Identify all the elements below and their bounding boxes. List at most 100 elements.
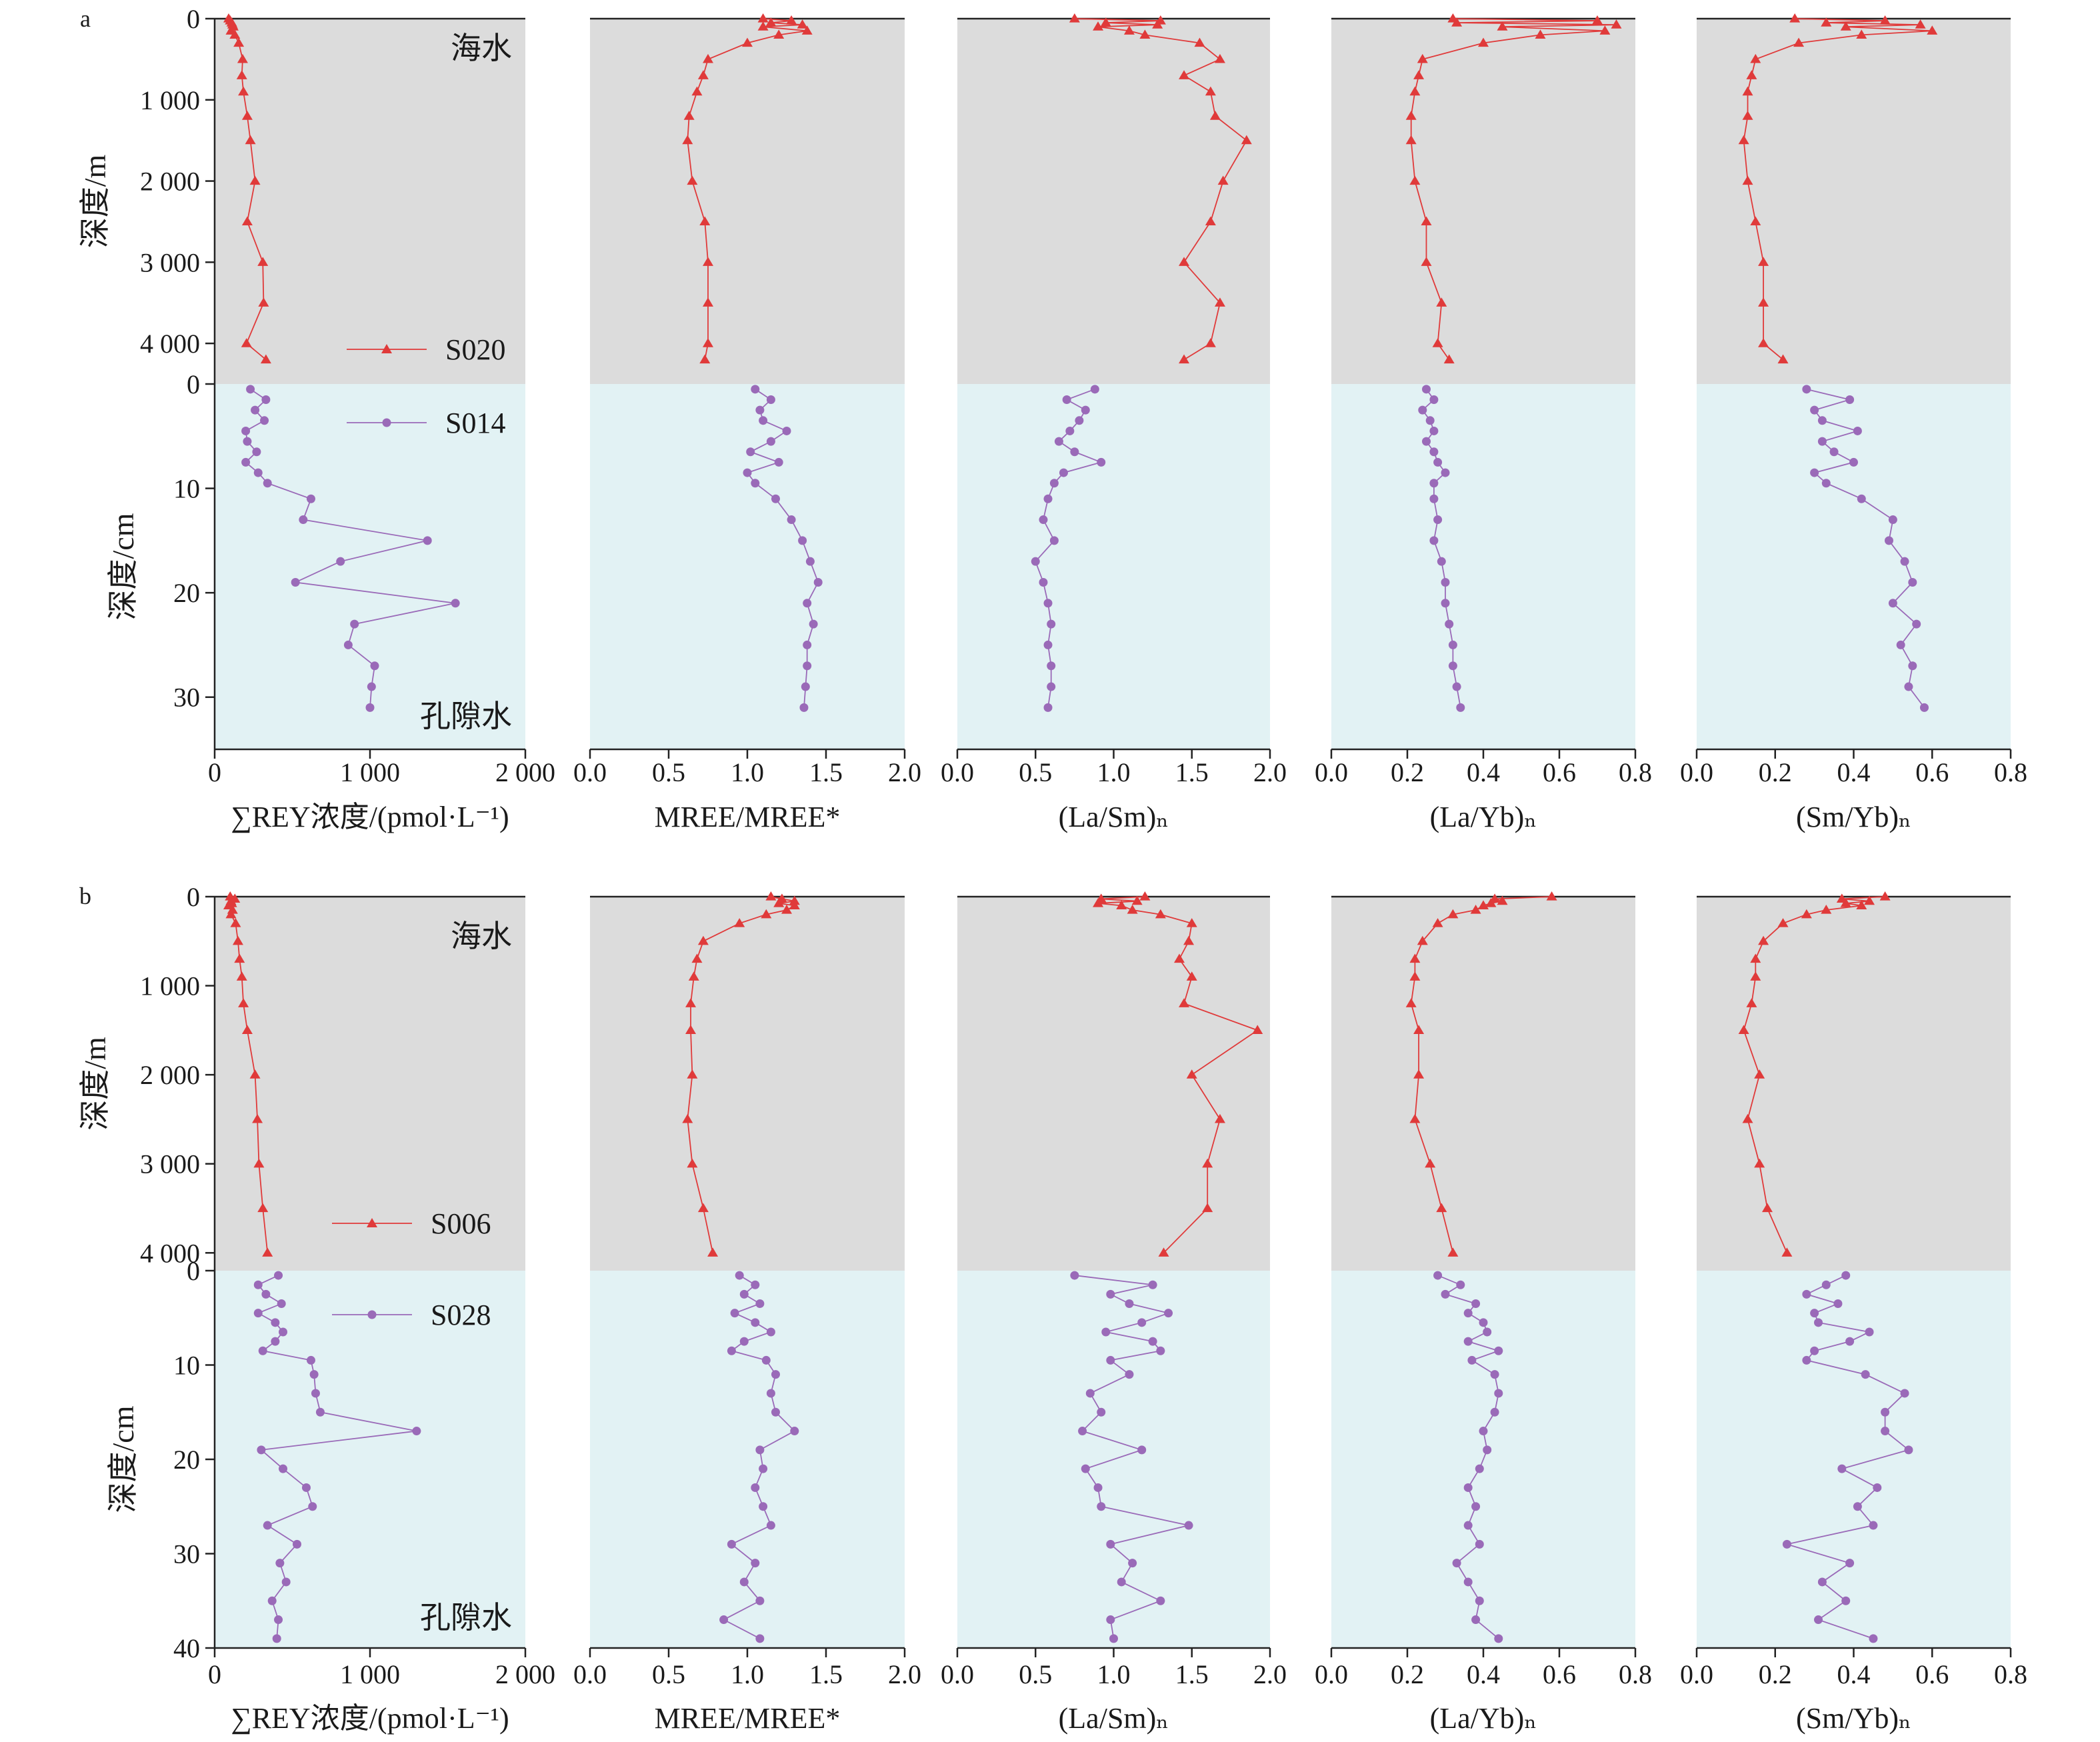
data-point-S028 <box>1128 1559 1137 1568</box>
data-point-S006 <box>230 918 241 927</box>
data-point-S006 <box>1546 891 1557 901</box>
data-point-S014 <box>1425 416 1435 425</box>
x-tick-label: 2.0 <box>888 757 921 787</box>
data-point-S006 <box>232 935 243 945</box>
seawater-background <box>590 897 905 1271</box>
x-axis-label: MREE/MREE* <box>655 1702 841 1735</box>
data-point-S014 <box>1070 447 1079 457</box>
data-point-S014 <box>1441 577 1450 587</box>
legend-marker-porewater <box>382 418 391 427</box>
data-point-S006 <box>1413 1069 1425 1079</box>
data-point-S028 <box>751 1559 760 1568</box>
data-point-S028 <box>281 1577 291 1587</box>
data-point-S014 <box>253 468 263 477</box>
data-point-S028 <box>739 1577 749 1587</box>
data-point-S014 <box>774 457 783 467</box>
data-point-S014 <box>1422 437 1431 446</box>
x-tick-label: 0.2 <box>1391 1659 1424 1689</box>
data-point-S020 <box>1405 111 1417 120</box>
x-tick-label: 0.8 <box>1619 1659 1652 1689</box>
data-point-S028 <box>1490 1407 1499 1417</box>
data-point-S028 <box>315 1407 325 1417</box>
subplot-a-4: 0.0 0.2 0.4 0.6 0.8 (La/Yb)ₙ <box>1315 13 1652 833</box>
data-point-S014 <box>809 619 818 629</box>
data-point-S020 <box>683 111 695 120</box>
data-point-S020 <box>1209 111 1221 120</box>
seawater-background <box>957 19 1270 384</box>
data-point-S028 <box>735 1271 744 1280</box>
seawater-background <box>590 19 905 384</box>
data-point-S006 <box>707 1247 719 1257</box>
subplot-b-2: 0.0 0.5 1.0 1.5 2.0 MREE/MREE* <box>573 891 921 1735</box>
x-tick-label: 2.0 <box>888 1659 921 1689</box>
data-point-S014 <box>1422 385 1431 394</box>
data-point-S014 <box>423 536 432 545</box>
data-point-S020 <box>1856 29 1867 39</box>
data-point-S006 <box>1436 1203 1447 1213</box>
data-point-S020 <box>1738 135 1749 145</box>
data-point-S028 <box>1494 1389 1503 1398</box>
data-point-S028 <box>1475 1596 1484 1605</box>
data-point-S006 <box>697 1203 709 1213</box>
data-point-S020 <box>249 175 261 185</box>
data-point-S028 <box>275 1559 285 1568</box>
data-point-S020 <box>1611 19 1622 29</box>
data-point-S020 <box>1409 86 1421 96</box>
data-point-S014 <box>1429 479 1439 488</box>
data-point-S014 <box>243 437 252 446</box>
data-point-S028 <box>1904 1445 1913 1455</box>
x-tick-label: 0.6 <box>1915 1659 1949 1689</box>
data-point-S028 <box>1475 1464 1484 1473</box>
data-point-S020 <box>236 70 247 79</box>
data-point-S020 <box>1093 21 1104 31</box>
data-point-S006 <box>1447 909 1459 919</box>
data-point-S020 <box>1069 13 1080 23</box>
data-point-S006 <box>1179 998 1190 1007</box>
data-point-S014 <box>803 661 812 671</box>
data-point-S028 <box>1093 1483 1103 1492</box>
data-point-S028 <box>1861 1370 1870 1379</box>
x-tick-label: 0.8 <box>1994 757 2027 787</box>
data-point-S028 <box>766 1327 775 1337</box>
seawater-background <box>215 897 525 1271</box>
data-point-S020 <box>229 29 241 39</box>
data-point-S020 <box>1417 53 1428 63</box>
data-point-S028 <box>1452 1559 1461 1568</box>
data-point-S014 <box>451 599 460 608</box>
data-point-S028 <box>272 1634 281 1643</box>
data-point-S006 <box>252 1113 263 1123</box>
data-point-S014 <box>1039 515 1048 525</box>
series-line-S006 <box>1743 896 1885 1253</box>
y-tick-label-porewater: 10 <box>173 474 200 504</box>
x-axis-label: (Sm/Yb)ₙ <box>1796 801 1911 833</box>
data-point-S020 <box>1742 86 1753 96</box>
data-point-S028 <box>755 1634 765 1643</box>
data-point-S006 <box>1754 1069 1765 1079</box>
seawater-background <box>1331 19 1635 384</box>
subplot-a-2: 0.0 0.5 1.0 1.5 2.0 MREE/MREE* <box>573 13 921 833</box>
data-point-S028 <box>751 1318 760 1327</box>
data-point-S020 <box>1840 21 1851 31</box>
data-point-S014 <box>1047 619 1056 629</box>
legend: S006 S028 <box>332 1207 491 1331</box>
data-point-S006 <box>1186 1069 1197 1079</box>
data-point-S028 <box>1148 1337 1157 1346</box>
data-point-S006 <box>1758 935 1769 945</box>
legend-label-porewater: S014 <box>445 407 505 439</box>
data-point-S014 <box>766 395 775 404</box>
data-point-S028 <box>1845 1337 1855 1346</box>
legend-marker-porewater <box>367 1310 377 1319</box>
data-point-S014 <box>1456 703 1465 712</box>
data-point-S006 <box>1478 900 1489 909</box>
data-point-S014 <box>1031 557 1040 566</box>
y-tick-label-seawater: 0 <box>187 882 200 912</box>
data-point-S014 <box>1047 682 1056 691</box>
data-point-S014 <box>1853 426 1862 435</box>
y-tick-label-seawater: 3 000 <box>140 1149 200 1179</box>
x-tick-label: 0.0 <box>1315 1659 1348 1689</box>
data-point-S028 <box>1164 1309 1173 1318</box>
data-point-S006 <box>1497 895 1508 905</box>
data-point-S014 <box>1429 395 1439 404</box>
data-point-S020 <box>1742 111 1753 120</box>
x-tick-label: 0.0 <box>573 757 607 787</box>
